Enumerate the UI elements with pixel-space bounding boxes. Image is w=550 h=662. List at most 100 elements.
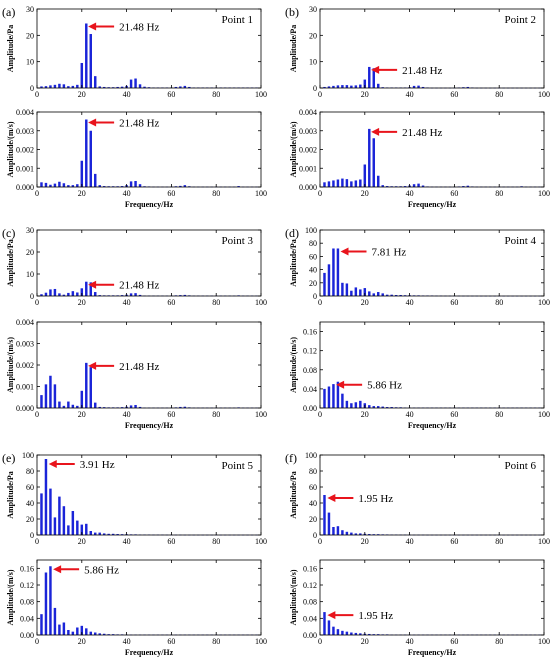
- bar: [89, 130, 92, 187]
- bar: [390, 294, 393, 296]
- bar: [80, 62, 84, 88]
- bar: [377, 634, 380, 635]
- x-tick-label: 80: [212, 298, 220, 307]
- annotation-label: 21.48 Hz: [119, 118, 159, 130]
- bar: [76, 520, 79, 535]
- bar: [85, 362, 88, 408]
- bar: [71, 185, 75, 188]
- bar: [368, 534, 371, 535]
- bar: [85, 23, 88, 89]
- x-tick-label: 60: [167, 298, 175, 307]
- y-tick-label: 0: [30, 292, 34, 301]
- y-tick-label: 40: [26, 499, 34, 508]
- bar: [71, 631, 75, 635]
- bar: [336, 526, 340, 535]
- bar: [62, 622, 66, 635]
- annotation-label: 1.95 Hz: [358, 493, 393, 505]
- x-tick-label: 0: [318, 298, 322, 307]
- bar: [381, 293, 384, 296]
- y-tick-label: 100: [305, 226, 317, 235]
- bar: [466, 185, 470, 187]
- y-axis-label: Amplitude/(m/s): [6, 337, 15, 393]
- subplot-10: 0 20 40 60 80 100 0.00 0.04 0.08 0.12 0.16 Amplitud…: [6, 559, 267, 657]
- bar: [417, 183, 420, 188]
- bar: [80, 524, 84, 535]
- x-tick-label: 80: [495, 637, 503, 646]
- y-tick-label: 80: [309, 239, 317, 248]
- y-tick-label: 0.002: [16, 361, 34, 370]
- bar: [49, 375, 52, 408]
- bar: [62, 84, 66, 88]
- y-axis-label: Amplitude/Pa: [6, 471, 15, 519]
- bar: [94, 292, 97, 296]
- x-tick-label: 80: [495, 90, 503, 99]
- bar: [116, 86, 119, 88]
- y-tick-label: 0.002: [299, 146, 317, 155]
- y-tick-label: 100: [305, 451, 317, 460]
- x-tick-label: 20: [361, 537, 369, 546]
- bar: [354, 287, 358, 296]
- x-tick-label: 100: [255, 537, 267, 546]
- bar: [385, 294, 389, 296]
- bar: [85, 281, 88, 296]
- bar: [58, 83, 61, 88]
- bar: [76, 292, 79, 296]
- bar: [327, 512, 331, 535]
- bar: [359, 289, 362, 296]
- bar: [98, 86, 101, 88]
- bar: [332, 85, 335, 88]
- bar: [412, 184, 416, 187]
- bar: [49, 566, 52, 635]
- bar: [67, 185, 70, 188]
- annotation-label: 5.86 Hz: [84, 564, 119, 576]
- bar: [421, 86, 425, 88]
- subplot-4: 0 20 40 60 80 100 0.000 0.001 0.002 0.003 0.004Amp…: [289, 108, 550, 209]
- bar: [94, 76, 97, 88]
- bar: [323, 272, 326, 296]
- x-tick-label: 80: [212, 410, 220, 419]
- bar: [62, 183, 66, 187]
- subplot-2: 0 20 40 60 80 100 0.000 0.001 0.002 0.003 0.004Amp…: [6, 108, 267, 209]
- x-tick-label: 0: [35, 537, 39, 546]
- annotation-label: 21.48 Hz: [119, 361, 159, 373]
- bar: [359, 533, 362, 535]
- bar: [134, 78, 137, 88]
- annotation-arrowhead: [88, 361, 97, 370]
- subplot-1: 0 20 40 60 80 100 0 10 20 30 Amplitude/Pa (a) Point …: [2, 5, 267, 99]
- bar: [327, 86, 331, 88]
- x-tick-label: 20: [361, 189, 369, 198]
- bar: [368, 633, 371, 635]
- x-tick-label: 100: [538, 189, 550, 198]
- y-tick-label: 20: [26, 31, 34, 40]
- subplot-5: 0 20 40 60 80 100 0 10 20 30 Amplitude/Pa(c) Point …: [2, 226, 267, 307]
- bar: [138, 294, 142, 296]
- bar: [40, 614, 43, 635]
- x-tick-label: 80: [212, 90, 220, 99]
- x-tick-label: 80: [495, 410, 503, 419]
- bar: [372, 293, 375, 296]
- x-tick-label: 80: [495, 537, 503, 546]
- y-axis-label: Amplitude/(m/s): [6, 569, 15, 625]
- plot-frame: [319, 229, 545, 297]
- bar: [354, 180, 358, 187]
- annotation-label: 1.95 Hz: [358, 610, 393, 622]
- bar: [71, 291, 75, 296]
- annotation-label: 21.48 Hz: [402, 127, 442, 139]
- x-tick-label: 20: [361, 298, 369, 307]
- x-tick-label: 0: [318, 189, 322, 198]
- bar: [120, 534, 124, 535]
- bar: [350, 181, 353, 188]
- bar: [53, 384, 57, 408]
- bar: [102, 86, 106, 88]
- x-tick-label: 40: [123, 189, 131, 198]
- x-tick-label: 40: [123, 410, 131, 419]
- panel-label: (f): [285, 451, 297, 465]
- bar: [341, 178, 344, 187]
- bar: [372, 634, 375, 635]
- bar: [327, 264, 331, 296]
- annotation-arrowhead: [340, 247, 349, 256]
- annotation-label: 21.48 Hz: [402, 65, 442, 77]
- annotation-arrowhead: [327, 611, 336, 620]
- bar: [138, 406, 142, 408]
- annotation-arrowhead: [336, 380, 345, 389]
